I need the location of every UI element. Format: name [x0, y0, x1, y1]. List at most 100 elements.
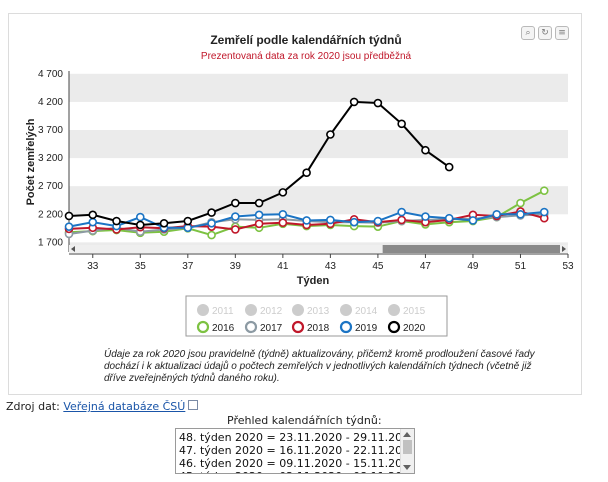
- data-point-2018: [231, 225, 240, 234]
- data-point-2016: [539, 186, 549, 195]
- data-point-2020: [231, 198, 240, 208]
- navigator-left-icon: [71, 246, 75, 252]
- y-tick-label: 1 700: [38, 237, 63, 248]
- chart-toolbar: ⌕ ↻ ≡: [521, 26, 569, 40]
- data-point-2019: [444, 213, 454, 223]
- legend-marker-2014: [340, 304, 352, 316]
- data-point-2020: [159, 218, 169, 228]
- chart-panel: ⌕ ↻ ≡ Zemřelí podle kalendářních týdnů P…: [8, 13, 582, 395]
- overview-label: Přehled kalendářních týdnů:: [227, 414, 382, 427]
- legend-marker-2011: [197, 304, 209, 316]
- x-tick-label: 43: [325, 261, 337, 272]
- x-tick-label: 33: [87, 261, 99, 272]
- data-point-2019: [231, 212, 240, 221]
- week-option[interactable]: 48. týden 2020 = 23.11.2020 - 29.11.2020: [179, 431, 415, 444]
- week-option[interactable]: 46. týden 2020 = 09.11.2020 - 15.11.2020: [179, 457, 415, 470]
- data-point-2020: [302, 168, 311, 178]
- x-tick-label: 45: [372, 261, 384, 272]
- x-axis-title: Týden: [297, 275, 330, 287]
- x-tick-label: 41: [277, 261, 289, 272]
- legend-marker-2012: [245, 304, 257, 316]
- data-point-2019: [397, 207, 406, 217]
- y-axis-title: Počet zemřelých: [25, 118, 37, 205]
- data-point-2019: [278, 209, 288, 219]
- grid-bands: [69, 73, 568, 248]
- data-point-2019: [207, 218, 216, 228]
- legend-marker-2016: [196, 320, 210, 334]
- navigator-thumb: [382, 245, 560, 253]
- y-tick-label: 3 700: [38, 125, 63, 136]
- x-tick-label: 35: [135, 261, 147, 272]
- legend: 2011 2012 2013 2014 2015 2016 2017 2018 2019 2020: [196, 304, 426, 334]
- data-point-2019: [373, 216, 383, 226]
- navigator-track: [69, 245, 568, 253]
- x-tick-label: 49: [467, 261, 479, 272]
- legend-marker-2013: [292, 304, 304, 316]
- scroll-up-icon[interactable]: [403, 432, 411, 437]
- source-link[interactable]: Veřejná databáze ČSÚ: [63, 400, 186, 413]
- external-link-icon: [188, 400, 199, 410]
- data-point-2019: [135, 212, 145, 222]
- data-point-2018: [254, 219, 264, 229]
- axes: 1 700 2 200 2 700 3 200 3 700 4 200 4 700 33 35 3…: [38, 69, 574, 272]
- data-point-2019: [88, 217, 98, 227]
- data-point-2018: [278, 218, 288, 228]
- data-point-2020: [64, 211, 74, 221]
- x-tick-label: 37: [182, 261, 194, 272]
- chart-title: Zemřelí podle kalendářních týdnů: [210, 33, 401, 47]
- data-point-2016: [516, 198, 525, 208]
- y-tick-label: 4 700: [38, 69, 63, 80]
- x-tick-label: 39: [230, 261, 242, 272]
- y-tick-label: 2 200: [38, 209, 63, 220]
- chart: Zemřelí podle kalendářních týdnů Prezent…: [25, 33, 574, 337]
- data-point-2020: [183, 216, 193, 226]
- menu-icon[interactable]: ≡: [555, 26, 569, 40]
- zoom-icon[interactable]: ⌕: [521, 26, 535, 40]
- data-point-2019: [302, 216, 311, 225]
- data-point-2020: [135, 220, 145, 230]
- data-point-2019: [64, 222, 74, 231]
- legend-marker-2018: [291, 320, 305, 334]
- list-scrollbar[interactable]: [400, 429, 414, 473]
- legend-label-2018: 2018: [307, 323, 330, 334]
- scroll-down-icon[interactable]: [403, 465, 411, 470]
- x-tick-label: 51: [515, 261, 527, 272]
- data-point-2020: [444, 162, 454, 172]
- data-point-2019: [326, 215, 335, 225]
- data-point-2019: [254, 210, 264, 220]
- data-point-2019: [349, 217, 359, 227]
- data-point-2019: [468, 216, 478, 225]
- legend-marker-2019: [339, 320, 353, 334]
- data-point-2020: [326, 130, 335, 139]
- scroll-thumb[interactable]: [403, 440, 412, 454]
- data-point-2018: [397, 215, 406, 225]
- data-point-2020: [207, 208, 216, 217]
- data-point-2019: [421, 212, 430, 221]
- data-point-2019: [539, 207, 549, 217]
- legend-label-2011: 2011: [212, 306, 234, 317]
- legend-marker-2015: [388, 304, 400, 316]
- legend-label-2015: 2015: [403, 306, 426, 317]
- week-overview-list[interactable]: 48. týden 2020 = 23.11.2020 - 29.11.2020…: [175, 428, 415, 474]
- reset-icon[interactable]: ↻: [538, 26, 552, 40]
- legend-label-2017: 2017: [260, 323, 283, 334]
- data-point-2020: [88, 210, 98, 220]
- week-option[interactable]: 45. týden 2020 = 02.11.2020 - 08.11.2020: [179, 470, 414, 473]
- source-label: Zdroj dat:: [6, 400, 60, 413]
- y-tick-label: 2 700: [38, 181, 63, 192]
- navigator[interactable]: [69, 245, 568, 253]
- data-point-2016: [207, 230, 216, 240]
- series-group: [64, 97, 549, 240]
- legend-label-2014: 2014: [355, 306, 378, 317]
- legend-marker-2020: [387, 320, 401, 334]
- grid-band: [69, 186, 568, 215]
- data-point-2019: [516, 209, 525, 219]
- data-point-2020: [349, 97, 359, 107]
- legend-marker-2017: [244, 320, 258, 334]
- week-option[interactable]: 47. týden 2020 = 16.11.2020 - 22.11.2020: [179, 444, 415, 457]
- legend-box: [185, 295, 448, 337]
- y-tick-label: 4 200: [38, 97, 63, 108]
- y-tick-label: 3 200: [38, 153, 63, 164]
- data-point-2019: [492, 209, 502, 219]
- data-point-2020: [421, 145, 430, 155]
